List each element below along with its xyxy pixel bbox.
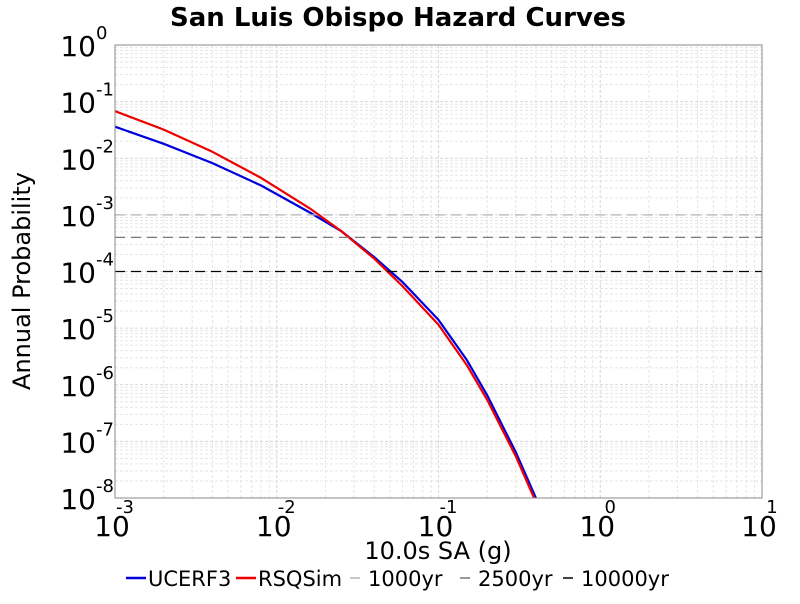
legend-label: RSQSim [258,567,342,591]
svg-text:-4: -4 [96,250,114,271]
svg-text:-7: -7 [96,419,114,440]
svg-text:-6: -6 [96,363,114,384]
legend-item-1000yr: 1000yr [350,567,443,591]
legend-label: 2500yr [478,567,553,591]
x-tick-label: 101 [741,497,778,543]
svg-text:10: 10 [60,483,96,516]
y-tick-label: 10 -7 [60,419,114,459]
legend-item-10000yr: 10000yr [563,567,669,591]
svg-text:10: 10 [60,200,96,233]
svg-text:-8: -8 [96,476,114,497]
legend-item-ucerf3: UCERF3 [126,567,231,591]
series-layer [114,110,762,499]
y-tick-label: 10 -2 [60,136,114,176]
y-tick-label: 10 -6 [60,363,114,403]
y-tick-label: 10 -5 [60,306,114,346]
svg-text:-5: -5 [96,306,114,327]
svg-text:-2: -2 [96,136,114,157]
svg-text:10: 10 [60,370,96,403]
x-tick-label: 10-1 [418,497,458,543]
legend-label: 1000yr [368,567,443,591]
svg-text:10: 10 [741,510,777,543]
y-axis-label: Annual Probability [8,172,36,390]
legend: UCERF3 RSQSim 1000yr 2500yr 10000yr [126,567,669,591]
svg-text:10: 10 [60,426,96,459]
y-tick-label: 10 -8 [60,476,114,516]
legend-label: 10000yr [581,567,669,591]
svg-text:-1: -1 [96,80,114,101]
x-tick-label: 10-2 [256,497,296,543]
svg-text:0: 0 [96,23,107,44]
svg-text:10: 10 [418,510,454,543]
svg-text:-3: -3 [116,497,134,518]
svg-text:10: 10 [60,313,96,346]
svg-text:1: 1 [766,497,777,518]
series-line-rsqsim [114,110,536,499]
svg-text:-1: -1 [440,497,458,518]
plot-frame [114,44,763,499]
svg-text:10: 10 [60,143,96,176]
svg-text:-2: -2 [278,497,296,518]
y-tick-label: 10 -3 [60,193,114,233]
svg-text:10: 10 [60,257,96,290]
y-tick-label: 10 -1 [60,80,114,120]
x-axis-label: 10.0s SA (g) [364,537,511,565]
x-tick-label: 10-3 [94,497,134,543]
chart-title: San Luis Obispo Hazard Curves [170,3,626,33]
legend-item-rsqsim: RSQSim [236,567,342,591]
svg-text:10: 10 [60,87,96,120]
x-tick-label: 100 [579,497,616,543]
svg-text:10: 10 [94,510,130,543]
svg-text:10: 10 [60,30,96,63]
svg-text:10: 10 [256,510,292,543]
svg-text:0: 0 [605,497,616,518]
y-tick-label: 10 -4 [60,250,114,290]
legend-item-2500yr: 2500yr [460,567,553,591]
svg-text:10: 10 [579,510,615,543]
series-line-ucerf3 [114,125,537,499]
legend-label: UCERF3 [148,567,231,591]
svg-text:-3: -3 [96,193,114,214]
y-tick-label: 10 0 [60,23,107,63]
